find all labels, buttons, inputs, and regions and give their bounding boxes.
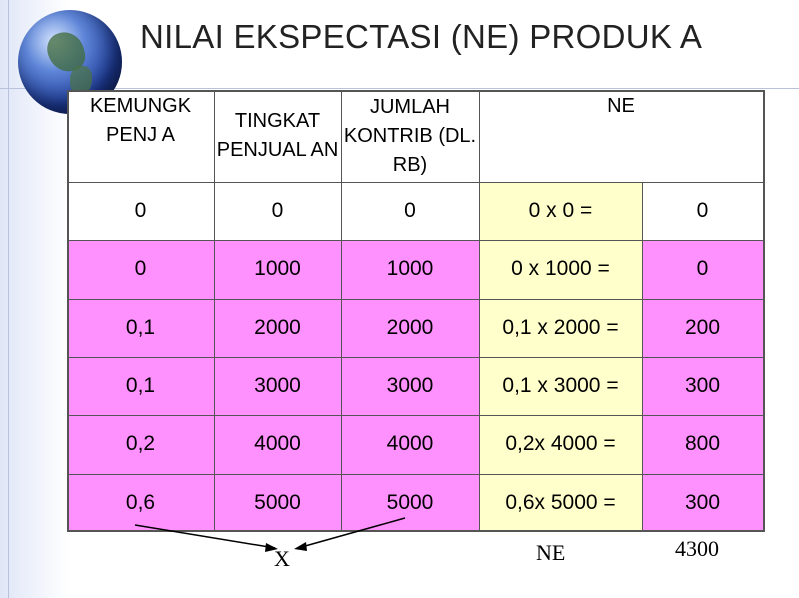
- slide-title: NILAI EKSPECTASI (NE) PRODUK A: [140, 18, 703, 55]
- row-divider: [67, 415, 765, 417]
- cell-formula: 0,1 x 3000 =: [479, 356, 642, 416]
- ne-label: NE: [536, 540, 566, 565]
- x-label: X: [274, 546, 290, 571]
- cell-result: 0: [642, 240, 763, 299]
- cell-tingkat: 0: [214, 182, 341, 241]
- cell-kemungkinan: 0,1: [67, 356, 214, 416]
- header-ne: NE: [479, 90, 763, 182]
- row-divider: [67, 356, 765, 358]
- cell-formula: 0,1 x 2000 =: [479, 298, 642, 357]
- decor-vertical-line: [8, 0, 9, 598]
- cell-tingkat: 3000: [214, 356, 341, 416]
- column-divider: [214, 90, 215, 532]
- total-value: 4300: [675, 536, 719, 561]
- cell-result: 200: [642, 298, 763, 357]
- cell-tingkat: 5000: [214, 473, 341, 532]
- cell-kemungkinan: 0: [67, 182, 214, 241]
- column-divider: [479, 90, 480, 532]
- cell-tingkat: 4000: [214, 415, 341, 474]
- cell-tingkat: 2000: [214, 298, 341, 357]
- cell-jumlah: 5000: [341, 473, 479, 532]
- cell-tingkat: 1000: [214, 240, 341, 299]
- row-divider: [67, 240, 765, 242]
- cell-formula: 0 x 0 =: [479, 182, 642, 241]
- cell-result: 0: [642, 182, 763, 241]
- cell-formula: 0 x 1000 =: [479, 240, 642, 299]
- decor-horizontal-line: [0, 88, 799, 89]
- cell-jumlah: 0: [341, 182, 479, 241]
- cell-formula: 0,2x 4000 =: [479, 415, 642, 474]
- cell-result: 300: [642, 473, 763, 532]
- header-tingkat: TINGKAT PENJUAL AN: [214, 90, 341, 182]
- cell-result: 800: [642, 415, 763, 474]
- cell-kemungkinan: 0,6: [67, 473, 214, 532]
- cell-kemungkinan: 0,2: [67, 415, 214, 474]
- header-kemungkinan: KEMUNGK PENJ A: [67, 90, 214, 182]
- cell-result: 300: [642, 356, 763, 416]
- cell-kemungkinan: 0: [67, 240, 214, 299]
- column-divider: [341, 90, 342, 532]
- cell-jumlah: 2000: [341, 298, 479, 357]
- row-divider: [67, 298, 765, 300]
- row-divider: [67, 182, 765, 183]
- cell-jumlah: 1000: [341, 240, 479, 299]
- row-divider: [67, 473, 765, 475]
- cell-kemungkinan: 0,1: [67, 298, 214, 357]
- header-jumlah: JUMLAH KONTRIB (DL. RB): [341, 90, 479, 182]
- cell-formula: 0,6x 5000 =: [479, 473, 642, 532]
- cell-jumlah: 3000: [341, 356, 479, 416]
- cell-jumlah: 4000: [341, 415, 479, 474]
- table-frame: [67, 90, 765, 532]
